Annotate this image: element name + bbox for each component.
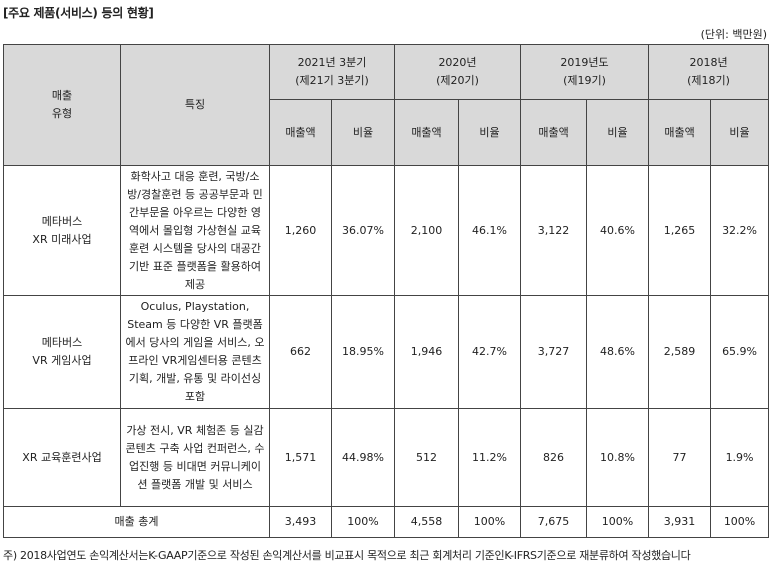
- sales-cell: 662: [269, 295, 332, 409]
- ratio-cell: 32.2%: [710, 165, 770, 296]
- header-ratio: 비율: [586, 99, 650, 166]
- sales-cell: 3,122: [520, 165, 588, 296]
- total-label: 매출 총계: [3, 506, 270, 538]
- ratio-cell: 44.98%: [331, 408, 395, 507]
- total-ratio-cell: 100%: [710, 506, 770, 538]
- table-row: 메타버스 XR 미래사업 화학사고 대응 훈련, 국방/소방/경찰훈련 등 공공…: [3, 165, 770, 296]
- header-ratio: 비율: [710, 99, 770, 166]
- header-period: 2021년 3분기 (제21기 3분기): [269, 44, 395, 100]
- total-ratio-cell: 100%: [331, 506, 395, 538]
- ratio-cell: 42.7%: [457, 295, 522, 409]
- ratio-cell: 65.9%: [710, 295, 770, 409]
- total-row: 매출 총계 3,493 100% 4,558 100% 7,675 100% 3…: [3, 506, 770, 538]
- product-sales-table: 매출 유형 특징 2021년 3분기 (제21기 3분기) 2020년 (제20기)…: [3, 44, 770, 538]
- sales-cell: 2,589: [648, 295, 712, 409]
- sales-cell: 1,571: [269, 408, 332, 507]
- ratio-cell: 10.8%: [586, 408, 650, 507]
- header-feature: 특징: [120, 44, 270, 166]
- sales-cell: 1,265: [648, 165, 712, 296]
- header-ratio: 비율: [457, 99, 522, 166]
- feature-cell: Oculus, Playstation, Steam 등 다양한 VR 플랫폼에…: [120, 295, 270, 409]
- table-row: XR 교육훈련사업 가상 전시, VR 체험존 등 실감 콘텐츠 구축 사업 컨…: [3, 408, 770, 507]
- sales-cell: 3,727: [520, 295, 588, 409]
- sales-cell: 1,260: [269, 165, 332, 296]
- ratio-cell: 48.6%: [586, 295, 650, 409]
- header-period: 2020년 (제20기): [393, 44, 522, 100]
- ratio-cell: 46.1%: [457, 165, 522, 296]
- feature-cell: 가상 전시, VR 체험존 등 실감 콘텐츠 구축 사업 컨퍼런스, 수업진행 …: [120, 408, 270, 507]
- sales-cell: 1,946: [394, 295, 459, 409]
- total-sales-cell: 4,558: [394, 506, 459, 538]
- sales-type-cell: 메타버스 VR 게임사업: [3, 295, 121, 409]
- total-ratio-cell: 100%: [586, 506, 650, 538]
- ratio-cell: 36.07%: [331, 165, 395, 296]
- header-sales: 매출액: [394, 99, 459, 166]
- section-title: [주요 제품(서비스) 등의 현황]: [3, 6, 154, 20]
- total-sales-cell: 3,931: [648, 506, 712, 538]
- ratio-cell: 1.9%: [710, 408, 770, 507]
- sales-type-cell: 메타버스 XR 미래사업: [3, 165, 121, 296]
- table-row: 메타버스 VR 게임사업 Oculus, Playstation, Steam …: [3, 295, 770, 409]
- header-sales: 매출액: [269, 99, 332, 166]
- header-sales-type: 매출 유형: [3, 44, 121, 166]
- feature-cell: 화학사고 대응 훈련, 국방/소방/경찰훈련 등 공공부문과 민간부문을 아우르…: [120, 165, 270, 296]
- sales-cell: 77: [648, 408, 712, 507]
- ratio-cell: 18.95%: [331, 295, 395, 409]
- total-sales-cell: 3,493: [269, 506, 332, 538]
- unit-label: (단위: 백만원): [700, 28, 767, 41]
- header-sales: 매출액: [520, 99, 588, 166]
- header-ratio: 비율: [331, 99, 395, 166]
- ratio-cell: 40.6%: [586, 165, 650, 296]
- footnote: 주) 2018사업연도 손익계산서는K-GAAP기준으로 작성된 손익계산서를 …: [3, 549, 691, 562]
- sales-cell: 2,100: [394, 165, 459, 296]
- sales-cell: 512: [394, 408, 459, 507]
- header-period: 2018년 (제18기): [648, 44, 770, 100]
- sales-type-cell: XR 교육훈련사업: [3, 408, 121, 507]
- total-sales-cell: 7,675: [520, 506, 588, 538]
- header-sales: 매출액: [648, 99, 712, 166]
- header-period: 2019년도 (제19기): [520, 44, 650, 100]
- ratio-cell: 11.2%: [457, 408, 522, 507]
- sales-cell: 826: [520, 408, 588, 507]
- total-ratio-cell: 100%: [457, 506, 522, 538]
